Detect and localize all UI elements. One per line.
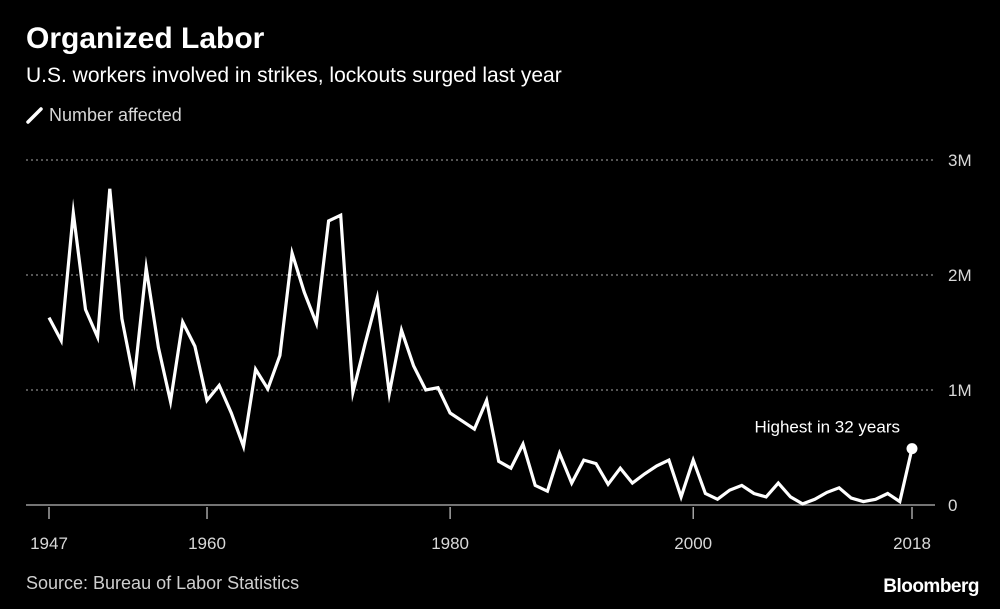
y-tick-label: 1M <box>948 381 972 400</box>
series <box>47 188 918 506</box>
legend-label: Number affected <box>49 105 182 125</box>
x-tick-label: 1960 <box>188 534 226 553</box>
chart-subtitle: U.S. workers involved in strikes, lockou… <box>26 64 562 87</box>
x-tick-label: 1980 <box>431 534 469 553</box>
source-note: Source: Bureau of Labor Statistics <box>26 573 300 593</box>
axes <box>26 504 935 519</box>
chart-title: Organized Labor <box>26 22 265 55</box>
legend: Number affected <box>26 105 182 126</box>
x-tick-label: 2000 <box>674 534 712 553</box>
annotation-label: Highest in 32 years <box>754 418 900 437</box>
series-line-number-affected <box>47 188 914 506</box>
legend-line-icon <box>26 107 43 124</box>
y-tick-label: 3M <box>948 151 972 170</box>
brand-logo: Bloomberg <box>883 576 979 597</box>
x-tick-label: 1947 <box>30 534 68 553</box>
y-tick-label: 0 <box>948 496 957 515</box>
highlight-point <box>906 443 918 455</box>
grid-lines <box>26 159 935 391</box>
y-tick-label: 2M <box>948 266 972 285</box>
x-tick-label: 2018 <box>893 534 931 553</box>
tick-labels: 0 1M 2M 3M 1947 1960 1980 2000 2018 Highest in 32… <box>30 151 972 553</box>
